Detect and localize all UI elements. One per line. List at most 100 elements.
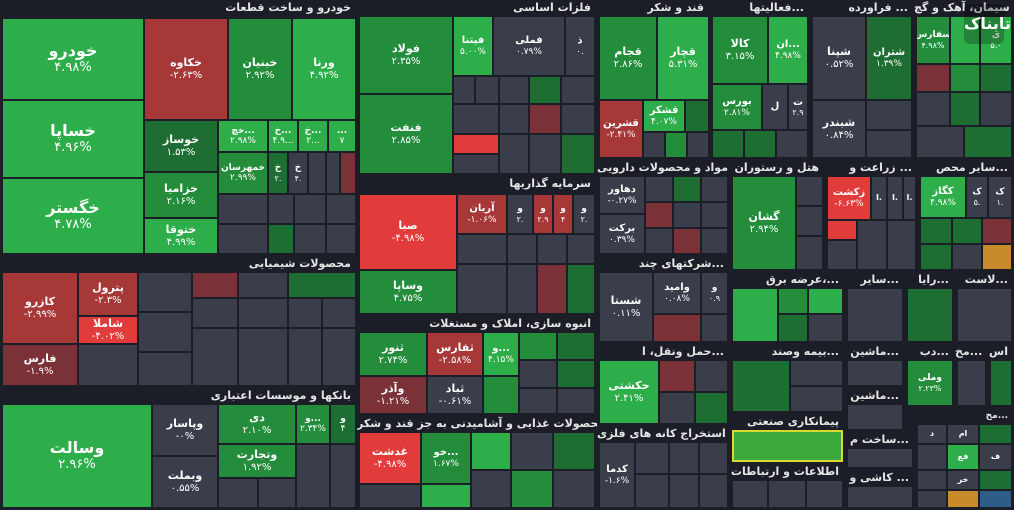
tile-small[interactable]: [982, 218, 1012, 244]
tile-small[interactable]: [326, 194, 356, 224]
tile-small[interactable]: [847, 404, 903, 430]
tile-small[interactable]: [296, 444, 330, 508]
tile-small[interactable]: [744, 130, 776, 158]
tile-small[interactable]: [567, 234, 595, 264]
tile-kk[interactable]: ک ۵.: [966, 176, 988, 218]
tile-small[interactable]: [917, 444, 947, 470]
tile-small[interactable]: [982, 244, 1012, 270]
tile-small[interactable]: [561, 104, 595, 134]
tile-an[interactable]: ان... ۴.۹۸%: [768, 16, 808, 84]
tile-sfars[interactable]: سفارس ۴.۹۸%: [916, 16, 950, 64]
tile-shbandar[interactable]: شبندر ۰.۸۴%: [812, 100, 866, 158]
tile-foolad[interactable]: فولاد ۲.۳۵%: [359, 16, 453, 94]
tile-small[interactable]: [294, 194, 326, 224]
tile-small[interactable]: [561, 76, 595, 104]
tile-small[interactable]: [471, 432, 511, 470]
tile-zkesht[interactable]: زکشت -۶.۶۳%: [827, 176, 871, 220]
tile-small[interactable]: [322, 328, 356, 386]
tile-small[interactable]: [808, 288, 843, 314]
tile-small[interactable]: [519, 388, 557, 414]
tile-small[interactable]: [699, 474, 728, 508]
tile-small[interactable]: [457, 234, 507, 264]
tile-w4[interactable]: و ۲.: [573, 194, 595, 234]
tile-small[interactable]: [322, 298, 356, 328]
tile-small[interactable]: [557, 360, 595, 388]
tile-small[interactable]: [218, 478, 258, 508]
tile-small[interactable]: [499, 104, 529, 134]
tile-sv[interactable]: و... ۴.۱۵%: [483, 332, 519, 376]
tile-z1[interactable]: ا.: [871, 176, 887, 220]
tile-kk2[interactable]: ک ۱.: [988, 176, 1012, 218]
tile-sfars2[interactable]: ثفارس -۲.۵۸%: [427, 332, 483, 376]
tile-small[interactable]: [340, 152, 356, 194]
tile-fenft[interactable]: فنفت ۲.۸۵%: [359, 94, 453, 174]
tile-small[interactable]: [964, 126, 1012, 158]
tile-small[interactable]: د: [917, 424, 947, 444]
tile-small[interactable]: [957, 360, 986, 406]
tile-small[interactable]: [483, 376, 519, 414]
tile-ghashkar[interactable]: قشکر ۴.۰۷%: [643, 100, 685, 132]
tile-small[interactable]: [907, 288, 953, 342]
tile-small[interactable]: [645, 176, 673, 202]
tile-small[interactable]: [138, 272, 192, 312]
tile-sq[interactable]: ی ۵.۰: [980, 16, 1012, 64]
tile-shtran[interactable]: شتران ۱.۳۹%: [866, 16, 912, 100]
tile-small[interactable]: [288, 298, 322, 328]
tile-small[interactable]: [947, 490, 979, 508]
tile-small[interactable]: [917, 470, 947, 490]
tile-small[interactable]: [808, 314, 843, 342]
tile-z2[interactable]: ا.: [887, 176, 903, 220]
tile-small[interactable]: [499, 76, 529, 104]
tile-small[interactable]: [917, 490, 947, 508]
tile-small[interactable]: [866, 100, 912, 130]
tile-small[interactable]: [453, 134, 499, 154]
tile-small[interactable]: خر: [947, 470, 979, 490]
tile-small[interactable]: [950, 64, 980, 92]
tile-small[interactable]: [308, 152, 326, 194]
tile-khgostar[interactable]: خگستر ۴.۷۸%: [2, 178, 144, 254]
tile-khk2[interactable]: خ ۴.: [288, 152, 308, 194]
tile-small[interactable]: [950, 16, 980, 64]
tile-small[interactable]: [643, 132, 665, 158]
tile-small[interactable]: [453, 104, 499, 134]
tile-small[interactable]: [701, 228, 728, 254]
tile-small[interactable]: [557, 332, 595, 360]
tile-vtejarat[interactable]: وتجارت ۱.۹۲%: [218, 444, 296, 478]
tile-shasta[interactable]: شستا ۰.۱۱%: [599, 272, 653, 342]
tile-small[interactable]: [887, 220, 916, 270]
tile-kala[interactable]: کالا ۳.۱۵%: [712, 16, 768, 84]
tile-small[interactable]: [192, 298, 238, 328]
tile-small[interactable]: [979, 424, 1012, 444]
tile-khmhrsan[interactable]: خمهرسان ۲.۹۹%: [218, 152, 268, 194]
tile-small[interactable]: [138, 352, 192, 386]
tile-famli[interactable]: فملی ۰.۷۹%: [493, 16, 565, 76]
tile-khzamia[interactable]: خزامیا ۲.۱۶%: [144, 172, 218, 218]
tile-small[interactable]: [238, 298, 288, 328]
tile-small[interactable]: [519, 332, 557, 360]
tile-small[interactable]: [695, 392, 728, 424]
tile-small[interactable]: [238, 272, 288, 298]
tile-small[interactable]: [699, 442, 728, 474]
tile-fkh[interactable]: ذ ۰.: [565, 16, 595, 76]
tile-small[interactable]: [990, 360, 1012, 406]
tile-small[interactable]: [294, 224, 326, 254]
tile-small[interactable]: [238, 328, 288, 386]
tile-small[interactable]: [507, 234, 537, 264]
tile-small[interactable]: [659, 360, 695, 392]
tile-small[interactable]: [778, 288, 808, 314]
tile-khbahman[interactable]: خبنیان ۲.۹۲%: [228, 18, 292, 120]
tile-small[interactable]: فع: [947, 444, 979, 470]
tile-small[interactable]: [635, 442, 669, 474]
tile-boors[interactable]: بورس ۲.۸۱%: [712, 84, 762, 130]
tile-small[interactable]: [268, 194, 294, 224]
tile-small[interactable]: [567, 264, 595, 314]
tile-small[interactable]: [796, 176, 823, 206]
tile-petrol[interactable]: پترول -۲.۳%: [78, 272, 138, 316]
tile-small[interactable]: [920, 244, 952, 270]
tile-shpna[interactable]: شپنا ۰.۵۲%: [812, 16, 866, 100]
tile-small[interactable]: [218, 194, 268, 224]
tile-khchk2[interactable]: خ... ۴.۹...: [268, 120, 298, 152]
tile-small[interactable]: [980, 64, 1012, 92]
